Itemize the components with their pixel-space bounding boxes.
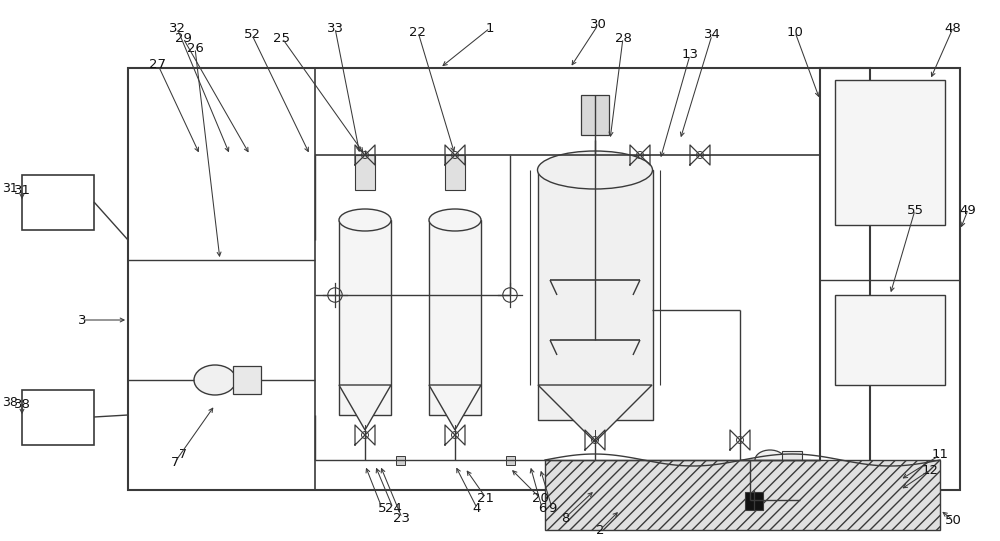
Bar	[233, 366, 261, 394]
Bar	[355, 155, 375, 190]
Bar	[22, 175, 94, 230]
Text: 29: 29	[175, 31, 191, 44]
Text: 30: 30	[590, 18, 606, 31]
Bar	[545, 460, 940, 530]
Text: 7: 7	[179, 448, 187, 461]
Text: 20: 20	[532, 492, 548, 505]
Text: 4: 4	[473, 502, 481, 514]
Bar	[128, 68, 870, 490]
Bar	[835, 295, 945, 385]
Text: 38: 38	[2, 397, 18, 410]
Text: 31: 31	[14, 183, 30, 196]
Bar	[445, 155, 465, 190]
Text: 6: 6	[538, 502, 546, 514]
Text: 3: 3	[78, 313, 86, 327]
Bar	[538, 170, 653, 420]
Ellipse shape	[538, 151, 652, 189]
Text: 9: 9	[548, 502, 556, 514]
Ellipse shape	[429, 209, 481, 231]
Bar	[835, 80, 945, 225]
Text: 48: 48	[945, 22, 961, 35]
Text: 1: 1	[486, 22, 494, 35]
Text: 33: 33	[326, 22, 344, 35]
Text: 24: 24	[385, 502, 401, 514]
Bar	[581, 95, 609, 135]
Text: 31: 31	[2, 181, 18, 195]
Text: 5: 5	[378, 502, 386, 514]
Polygon shape	[429, 385, 481, 430]
Bar	[820, 68, 960, 490]
Text: 2: 2	[596, 524, 604, 537]
Text: 10: 10	[787, 25, 803, 38]
Bar	[339, 220, 391, 415]
Text: 23: 23	[394, 511, 411, 525]
Bar	[506, 456, 514, 465]
Text: 11: 11	[932, 448, 948, 461]
Text: 12: 12	[922, 464, 938, 477]
Polygon shape	[538, 385, 652, 442]
Text: 55: 55	[906, 203, 924, 216]
Text: 27: 27	[150, 58, 166, 71]
Text: 25: 25	[274, 31, 290, 44]
Ellipse shape	[339, 209, 391, 231]
Text: 22: 22	[410, 25, 426, 38]
Bar	[429, 220, 481, 415]
Bar	[128, 68, 315, 490]
Bar	[396, 456, 404, 465]
Text: 8: 8	[561, 511, 569, 525]
Bar	[782, 451, 802, 469]
Text: 50: 50	[945, 513, 961, 526]
Text: 13: 13	[682, 49, 698, 62]
Text: 28: 28	[615, 31, 631, 44]
Bar	[22, 390, 94, 445]
Text: 26: 26	[187, 42, 203, 55]
Text: 38: 38	[14, 399, 30, 412]
Text: 32: 32	[168, 22, 186, 35]
Text: 7: 7	[171, 456, 179, 469]
Ellipse shape	[755, 450, 785, 470]
Text: 49: 49	[960, 203, 976, 216]
Ellipse shape	[194, 365, 236, 395]
Text: 52: 52	[244, 29, 260, 42]
Text: 21: 21	[478, 492, 494, 505]
Polygon shape	[339, 385, 391, 430]
Bar	[745, 492, 763, 510]
Text: 34: 34	[704, 29, 720, 42]
